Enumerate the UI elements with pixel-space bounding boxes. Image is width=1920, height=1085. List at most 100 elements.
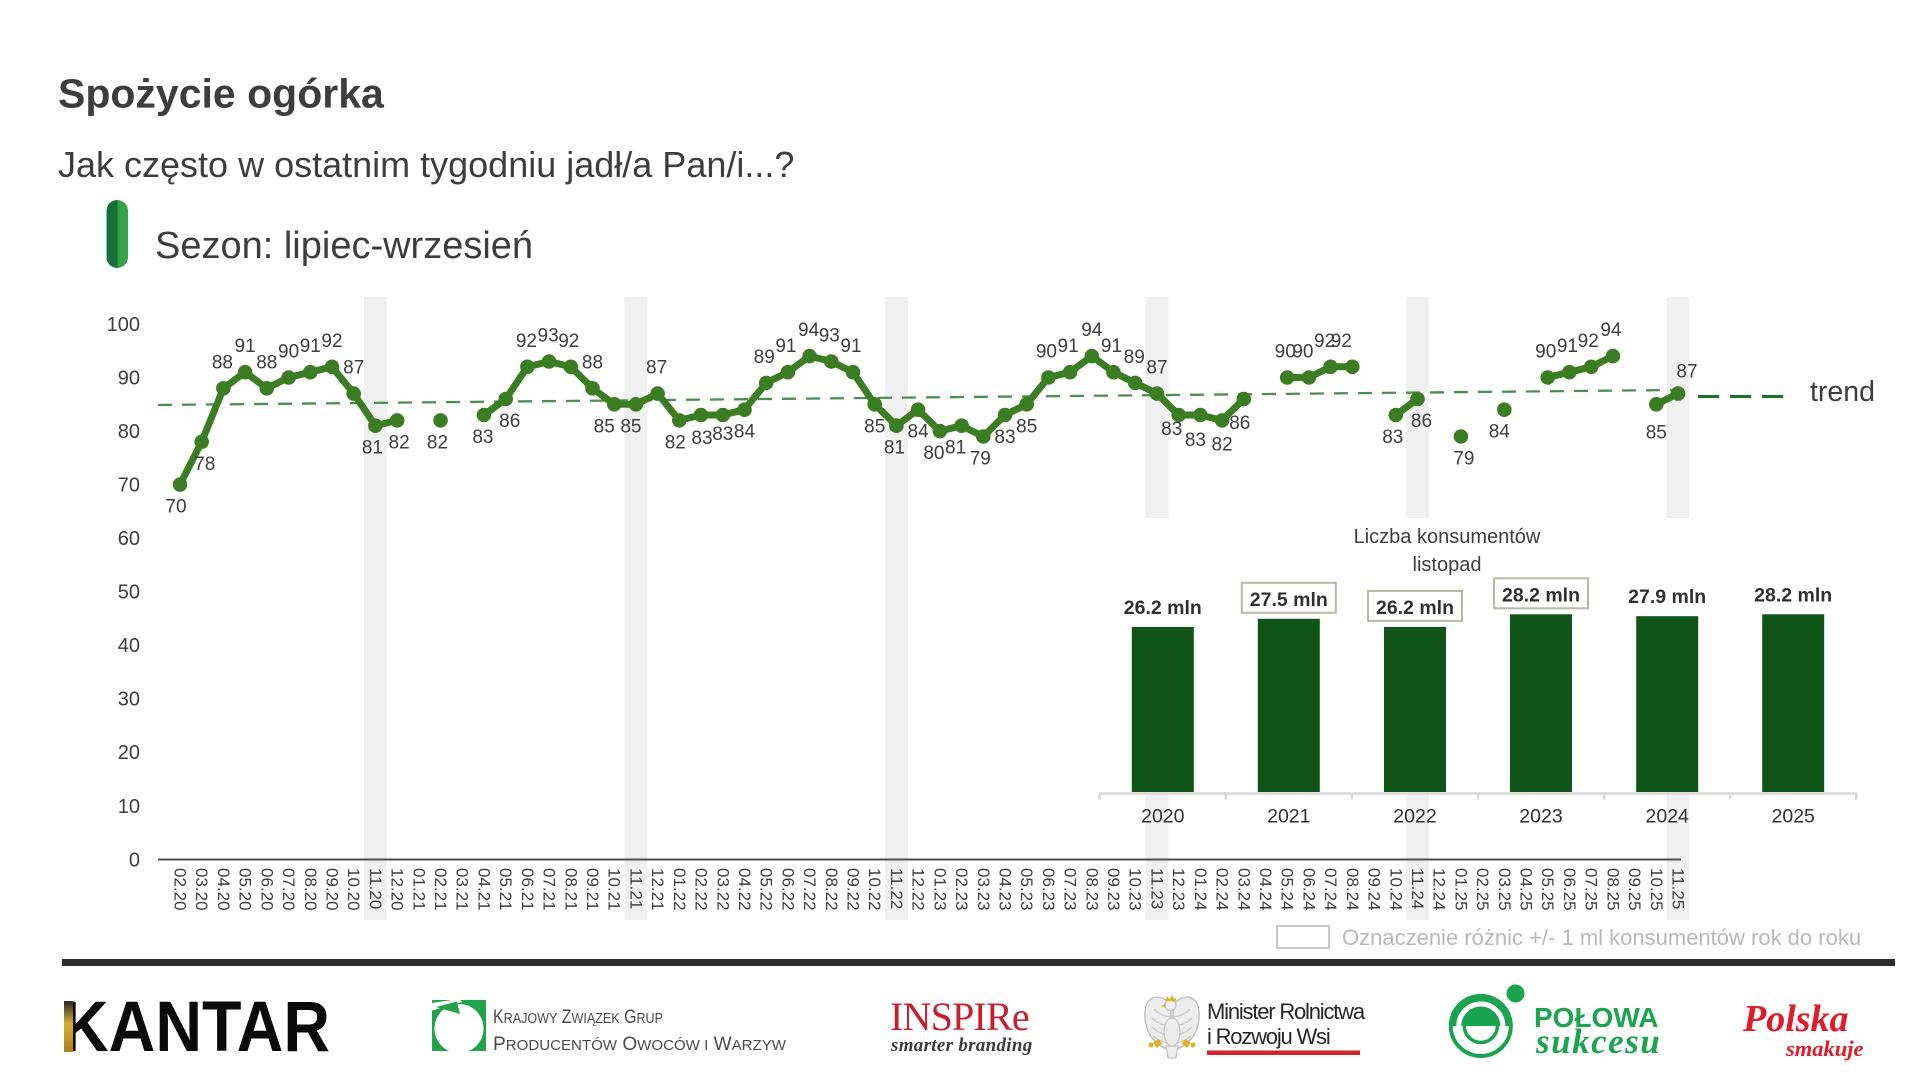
svg-text:85: 85: [620, 416, 641, 437]
svg-text:87: 87: [1146, 358, 1167, 379]
svg-text:84: 84: [1489, 422, 1511, 443]
svg-text:83: 83: [691, 428, 712, 449]
svg-text:79: 79: [1453, 449, 1474, 470]
svg-text:11.24: 11.24: [1408, 868, 1427, 909]
svg-text:93: 93: [819, 326, 840, 347]
svg-text:03.20: 03.20: [192, 868, 211, 911]
svg-text:91: 91: [300, 336, 321, 357]
svg-text:86: 86: [1411, 411, 1432, 432]
svg-text:08.20: 08.20: [301, 868, 320, 911]
svg-text:06.22: 06.22: [778, 868, 797, 911]
svg-text:79: 79: [970, 449, 991, 470]
svg-text:90: 90: [278, 342, 299, 363]
svg-text:04.24: 04.24: [1256, 868, 1275, 911]
svg-text:91: 91: [775, 336, 796, 357]
svg-text:86: 86: [499, 411, 520, 432]
svg-text:09.25: 09.25: [1625, 868, 1644, 911]
svg-text:92: 92: [1331, 331, 1352, 352]
svg-text:26.2 mln: 26.2 mln: [1124, 597, 1202, 619]
svg-text:07.25: 07.25: [1582, 868, 1601, 911]
svg-text:PRODUCENTÓW OWOCÓW I WARZYW: PRODUCENTÓW OWOCÓW I WARZYW: [493, 1034, 787, 1055]
svg-text:Polska: Polska: [1742, 998, 1849, 1040]
svg-text:91: 91: [840, 336, 861, 357]
svg-text:84: 84: [734, 422, 756, 443]
svg-text:09.24: 09.24: [1365, 868, 1384, 911]
svg-text:08.23: 08.23: [1082, 868, 1101, 911]
svg-text:91: 91: [1101, 336, 1122, 357]
svg-text:85: 85: [1016, 416, 1037, 437]
svg-text:26.2 mln: 26.2 mln: [1376, 597, 1454, 619]
svg-text:04.22: 04.22: [735, 868, 754, 911]
svg-text:POŁOWA: POŁOWA: [1534, 1002, 1658, 1033]
svg-text:87: 87: [646, 358, 667, 379]
svg-text:smarter branding: smarter branding: [890, 1035, 1033, 1056]
svg-text:2022: 2022: [1393, 806, 1436, 828]
svg-text:91: 91: [235, 336, 256, 357]
svg-text:85: 85: [1646, 422, 1667, 443]
svg-text:27.5 mln: 27.5 mln: [1250, 589, 1328, 611]
svg-text:01.22: 01.22: [670, 868, 689, 911]
svg-text:05.22: 05.22: [757, 868, 776, 911]
svg-text:10.20: 10.20: [344, 868, 363, 911]
svg-text:60: 60: [118, 528, 140, 550]
svg-text:01.25: 01.25: [1451, 868, 1470, 911]
svg-text:sukcesu: sukcesu: [1535, 1022, 1661, 1061]
svg-text:11.23: 11.23: [1148, 868, 1167, 909]
svg-text:02.21: 02.21: [431, 868, 450, 911]
svg-text:28.2 mln: 28.2 mln: [1754, 584, 1832, 606]
svg-text:83: 83: [994, 427, 1015, 448]
svg-text:09.23: 09.23: [1104, 868, 1123, 911]
svg-text:07.20: 07.20: [279, 868, 298, 911]
svg-text:11.22: 11.22: [887, 868, 906, 909]
svg-text:03.22: 03.22: [713, 868, 732, 911]
svg-text:09.21: 09.21: [583, 868, 602, 911]
svg-text:90: 90: [1292, 342, 1313, 363]
svg-text:Jak często w ostatnim tygodniu: Jak często w ostatnim tygodniu jadł/a Pa…: [58, 144, 794, 185]
svg-text:92: 92: [321, 331, 342, 352]
svg-text:10.24: 10.24: [1386, 868, 1405, 911]
svg-text:12.24: 12.24: [1430, 868, 1449, 911]
svg-text:KANTAR: KANTAR: [62, 988, 330, 1067]
svg-text:91: 91: [1058, 336, 1079, 357]
svg-text:08.22: 08.22: [822, 868, 841, 911]
svg-text:89: 89: [1124, 347, 1145, 368]
svg-text:01.24: 01.24: [1191, 868, 1210, 911]
svg-text:Sezon: lipiec-wrzesień: Sezon: lipiec-wrzesień: [155, 225, 533, 267]
svg-text:89: 89: [754, 347, 775, 368]
svg-text:85: 85: [864, 416, 885, 437]
svg-text:04.23: 04.23: [996, 868, 1015, 911]
svg-text:04.21: 04.21: [474, 868, 493, 911]
svg-text:0: 0: [129, 849, 140, 871]
svg-text:70: 70: [165, 497, 186, 518]
svg-text:88: 88: [582, 352, 603, 373]
svg-text:Liczba konsumentów: Liczba konsumentów: [1354, 526, 1541, 548]
svg-text:70: 70: [118, 474, 140, 496]
svg-text:INSPIRe: INSPIRe: [890, 994, 1029, 1039]
svg-text:82: 82: [389, 432, 410, 453]
svg-text:03.23: 03.23: [974, 868, 993, 911]
svg-text:94: 94: [1081, 320, 1103, 341]
svg-text:06.21: 06.21: [518, 868, 537, 911]
svg-text:11.25: 11.25: [1669, 868, 1688, 909]
svg-text:82: 82: [1212, 434, 1233, 455]
svg-text:2021: 2021: [1267, 806, 1310, 828]
svg-text:94: 94: [798, 320, 820, 341]
svg-text:90: 90: [1275, 342, 1296, 363]
svg-text:05.25: 05.25: [1538, 868, 1557, 911]
svg-text:03.25: 03.25: [1495, 868, 1514, 911]
svg-text:2024: 2024: [1646, 806, 1690, 828]
svg-text:91: 91: [1557, 336, 1578, 357]
svg-text:Spożycie ogórka: Spożycie ogórka: [58, 71, 385, 117]
svg-text:83: 83: [1161, 419, 1182, 440]
svg-text:90: 90: [1036, 342, 1057, 363]
svg-text:02.22: 02.22: [692, 868, 711, 911]
svg-text:12.23: 12.23: [1169, 868, 1188, 911]
svg-text:01.21: 01.21: [409, 868, 428, 911]
svg-text:10: 10: [118, 796, 140, 818]
svg-text:08.25: 08.25: [1603, 868, 1622, 911]
svg-text:Minister Rolnictwa: Minister Rolnictwa: [1207, 999, 1366, 1024]
svg-text:81: 81: [945, 438, 966, 459]
svg-text:81: 81: [362, 438, 383, 459]
svg-text:10.25: 10.25: [1647, 868, 1666, 911]
svg-text:87: 87: [343, 358, 364, 379]
